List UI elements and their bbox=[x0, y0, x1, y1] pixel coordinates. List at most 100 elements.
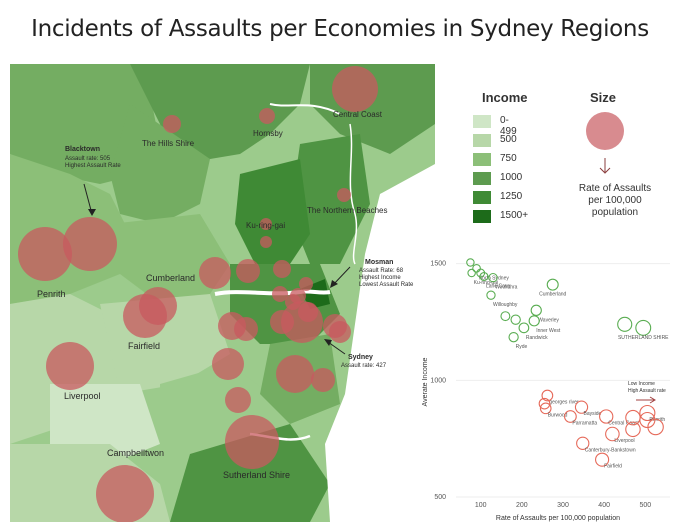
mosman-arrowhead bbox=[330, 280, 338, 288]
assault-rate-bubble bbox=[225, 415, 279, 469]
scatter-point bbox=[510, 314, 521, 325]
y-tick-label: 500 bbox=[434, 494, 446, 501]
assault-rate-bubble bbox=[260, 236, 272, 248]
label-liverpool: Liverpool bbox=[64, 391, 101, 401]
income-legend-label: 750 bbox=[500, 153, 517, 164]
region-sutherland bbox=[170, 424, 330, 522]
scatter-point bbox=[466, 258, 475, 267]
assault-rate-bubble bbox=[311, 368, 335, 392]
scatter-point-label: Cumberland bbox=[539, 292, 566, 298]
scatter-point-label: Lane Cove bbox=[486, 284, 510, 290]
blacktown-callout-note: Highest Assault Rate bbox=[65, 163, 121, 169]
mosman-callout-name: Mosman bbox=[365, 259, 394, 266]
income-swatch bbox=[473, 153, 491, 166]
income-legend-title: Income bbox=[482, 90, 528, 105]
label-ku-ring-gai: Ku-ring-gai bbox=[246, 221, 286, 230]
scatter-point bbox=[538, 397, 551, 410]
label-cumberland: Cumberland bbox=[146, 273, 196, 283]
assault-rate-bubble bbox=[225, 387, 251, 413]
scatter-point bbox=[488, 272, 498, 283]
sydney-regions-map: Central Coast Hornsby The Hills Shire Th… bbox=[10, 64, 435, 522]
scatter-point-label: Central Coast bbox=[608, 421, 639, 427]
scatter-point-label: Waverley bbox=[538, 317, 559, 323]
label-fairfield: Fairfield bbox=[128, 341, 161, 351]
assault-rate-bubble bbox=[212, 348, 244, 380]
assault-rate-bubble bbox=[18, 227, 72, 281]
x-tick-label: 200 bbox=[516, 502, 528, 509]
x-tick-label: 400 bbox=[598, 502, 610, 509]
scatter-point-label: Inner West bbox=[536, 328, 561, 334]
assault-rate-bubble bbox=[259, 108, 275, 124]
annotation-arrowhead bbox=[649, 396, 656, 404]
blacktown-callout-name: Blacktown bbox=[65, 146, 101, 153]
scatter-point-label: Canterbury-Bankstown bbox=[585, 447, 636, 453]
assault-rate-bubble bbox=[63, 217, 117, 271]
scatter-point bbox=[574, 400, 589, 414]
income-swatch bbox=[473, 191, 491, 204]
label-northern-beaches: The Northern Beaches bbox=[307, 206, 388, 215]
income-legend-label: 500 bbox=[500, 134, 517, 145]
scatter-point bbox=[500, 311, 511, 322]
scatter-point bbox=[539, 402, 552, 415]
income-swatch bbox=[473, 134, 491, 147]
scatter-background bbox=[418, 232, 680, 527]
scatter-point-label: SUTHERLAND SHIRE bbox=[618, 335, 669, 341]
scatter-point bbox=[595, 452, 610, 467]
label-hills-shire: The Hills Shire bbox=[142, 139, 195, 148]
sydney-callout-name: Sydney bbox=[348, 354, 373, 361]
income-swatch bbox=[473, 172, 491, 185]
assault-rate-bubble bbox=[273, 260, 291, 278]
assault-rate-bubble bbox=[260, 218, 272, 230]
scatter-point-label: georges river bbox=[549, 400, 579, 406]
region-hills-shire bbox=[110, 104, 210, 224]
assault-rate-bubble bbox=[199, 257, 231, 289]
assault-rate-bubble bbox=[272, 286, 288, 302]
scatter-point bbox=[599, 409, 614, 424]
legend: Income 0-499 500 750 1000 1250 1500+ Siz… bbox=[470, 85, 680, 235]
assault-rate-bubble bbox=[298, 302, 318, 322]
assault-rate-bubble bbox=[123, 294, 167, 338]
x-axis-label: Rate of Assaults per 100,000 population bbox=[496, 515, 620, 522]
sydney-arrowhead bbox=[324, 339, 332, 346]
x-tick-label: 300 bbox=[557, 502, 569, 509]
assault-rate-bubble bbox=[285, 294, 301, 310]
income-legend-label: 0-499 bbox=[500, 115, 517, 137]
assault-rate-bubble bbox=[46, 342, 94, 390]
assault-rate-bubbles bbox=[18, 66, 378, 522]
scatter-point bbox=[518, 322, 530, 334]
scatter-point bbox=[476, 268, 486, 278]
assault-rate-bubble bbox=[96, 465, 154, 522]
assault-rate-bubble bbox=[163, 115, 181, 133]
assault-rate-bubble bbox=[234, 317, 258, 341]
scatter-point bbox=[467, 268, 476, 278]
income-legend-label: 1250 bbox=[500, 191, 523, 202]
assault-rate-bubble bbox=[329, 321, 351, 343]
scatter-point bbox=[605, 426, 620, 442]
y-tick-label: 1000 bbox=[430, 377, 446, 384]
label-penrith: Penrith bbox=[37, 289, 66, 299]
label-central-coast: Central Coast bbox=[333, 110, 382, 119]
scatter-point-label: Woollahra bbox=[495, 285, 518, 291]
assault-rate-bubble bbox=[236, 259, 260, 283]
scatter-point-label: Burwood bbox=[548, 412, 568, 418]
annotation-line: High Assault rate bbox=[628, 388, 666, 394]
blacktown-arrowhead bbox=[88, 209, 96, 216]
size-legend-title: Size bbox=[590, 90, 617, 105]
size-desc-line: Rate of Assaults bbox=[578, 183, 652, 194]
coast-inlet bbox=[349, 123, 358, 265]
sydney-arrow bbox=[327, 341, 346, 355]
scatter-point-label: North Sydney bbox=[479, 275, 510, 281]
income-swatch bbox=[473, 210, 491, 223]
size-arrowhead bbox=[599, 167, 611, 174]
label-campbelltown: Campbelltwon bbox=[107, 448, 165, 458]
size-desc-line: per 100,000 bbox=[588, 195, 642, 206]
sydney-callout-rate: Assault rate: 427 bbox=[341, 363, 387, 369]
scatter-point bbox=[564, 410, 577, 423]
scatter-point bbox=[639, 404, 656, 422]
scatter-point bbox=[625, 421, 641, 438]
scatter-point-label: Parramatta bbox=[572, 421, 597, 427]
scatter-point-label: Randwick bbox=[526, 335, 548, 341]
hawkesbury-river bbox=[269, 103, 341, 115]
income-swatch bbox=[473, 115, 491, 128]
page-title: Incidents of Assaults per Economies in S… bbox=[31, 16, 649, 42]
